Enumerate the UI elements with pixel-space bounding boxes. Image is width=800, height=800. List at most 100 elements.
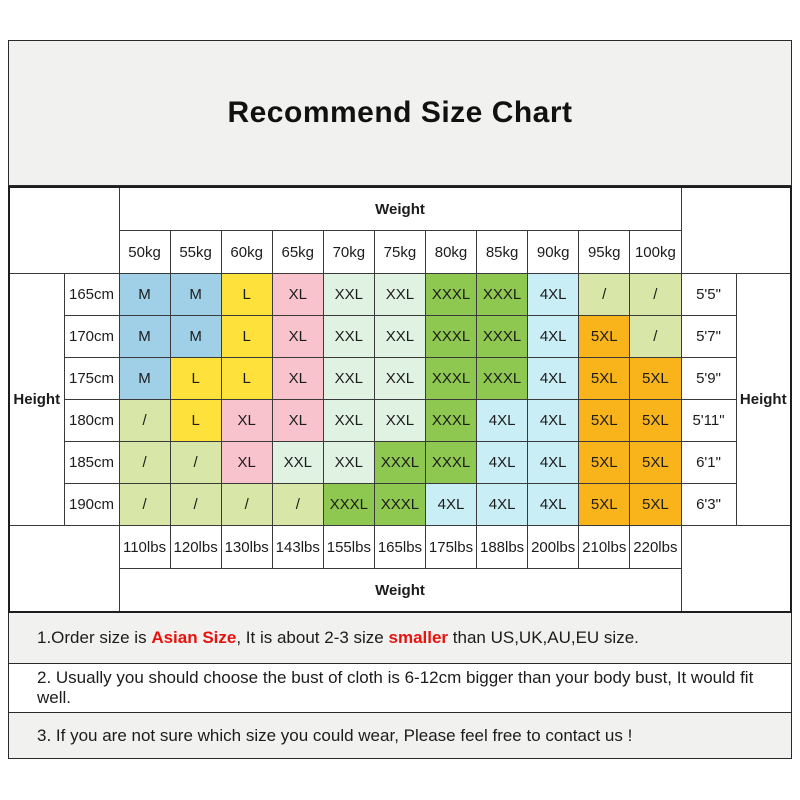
size-cell: /: [629, 273, 682, 316]
size-cell: XL: [220, 441, 273, 484]
size-cell: 4XL: [527, 357, 580, 400]
kg-header-cell: 95kg: [578, 230, 631, 274]
lbs-header-cell: 188lbs: [476, 525, 529, 569]
kg-header-cell: 100kg: [629, 230, 682, 274]
corner-top-left: [8, 186, 120, 274]
size-cell: 5XL: [578, 399, 631, 442]
note-plain-text: 2. Usually you should choose the bust of…: [37, 668, 754, 707]
size-cell: 5XL: [578, 357, 631, 400]
size-cell: 5XL: [578, 315, 631, 358]
note-row: 2. Usually you should choose the bust of…: [9, 664, 791, 713]
size-cell: /: [271, 483, 324, 526]
cm-row-label: 170cm: [63, 315, 120, 358]
size-cell: XXXL: [424, 357, 478, 400]
kg-header-cell: 85kg: [476, 230, 529, 274]
lbs-header-cell: 110lbs: [118, 525, 171, 569]
size-cell: 4XL: [527, 441, 580, 484]
size-cell: 4XL: [527, 273, 580, 316]
corner-bottom-right: [680, 525, 792, 613]
lbs-header-cell: 165lbs: [373, 525, 426, 569]
size-cell: XXXL: [373, 441, 426, 484]
table-row: 185cm / / XL XXL XXL XXXL XXXL 4XL 4XL 5XL 5XL 6'1": [9, 441, 791, 484]
size-cell: L: [220, 357, 273, 400]
table-row: 175cm M L L XL XXL XXL XXXL XXXL 4XL 5XL 5XL 5'9": [9, 357, 791, 400]
table-row: 170cm M M L XL XXL XXL XXXL XXXL 4XL 5XL/5'7": [9, 315, 791, 358]
kg-header-cell: 80kg: [424, 230, 478, 274]
size-cell: M: [169, 273, 222, 316]
kg-header-cell: 65kg: [271, 230, 324, 274]
size-cell: XXL: [271, 441, 324, 484]
size-cell: XXL: [322, 273, 375, 316]
height-label-left: Height: [8, 273, 65, 526]
size-cell: XXXL: [424, 399, 478, 442]
size-cell: XL: [271, 315, 324, 358]
imperial-row-label: 5'11": [680, 399, 737, 442]
size-cell: 5XL: [578, 441, 631, 484]
note-text: 3. If you are not sure which size you co…: [37, 726, 632, 746]
note-text: 1.Order size is Asian Size, It is about …: [37, 628, 639, 648]
note-row: 1.Order size is Asian Size, It is about …: [9, 613, 791, 664]
size-cell: L: [169, 357, 222, 400]
size-cell: M: [118, 273, 171, 316]
imperial-row-label: 5'5": [680, 273, 737, 316]
size-cell: XXL: [373, 315, 426, 358]
size-cell: 5XL: [629, 483, 682, 526]
size-cell: XXXL: [476, 357, 529, 400]
cm-row-label: 175cm: [63, 357, 120, 400]
size-cell: XL: [271, 399, 324, 442]
weight-header-bottom: Weight: [118, 568, 682, 613]
note-row: 3. If you are not sure which size you co…: [9, 713, 791, 758]
corner-bottom-left: [8, 525, 120, 613]
lbs-header-cell: 155lbs: [322, 525, 375, 569]
kg-header-cell: 75kg: [373, 230, 426, 274]
size-cell: 5XL: [578, 483, 631, 526]
size-cell: 4XL: [476, 399, 529, 442]
cm-row-label: 180cm: [63, 399, 120, 442]
kg-header-cell: 70kg: [322, 230, 375, 274]
table-row: 180cm / L XL XL XXL XXL XXXL 4XL 4XL 5XL 5XL 5'11": [9, 399, 791, 442]
note-plain-text: 1.Order size is: [37, 628, 152, 647]
table-row: 190cm / / / / XXXL XXXL 4XL 4XL 4XL 5XL 5XL 6'3": [9, 483, 791, 526]
imperial-row-label: 6'3": [680, 483, 737, 526]
lbs-header-cell: 175lbs: [424, 525, 478, 569]
notes-section: 1.Order size is Asian Size, It is about …: [8, 613, 792, 759]
kg-header-cell: 50kg: [118, 230, 171, 274]
size-cell: 5XL: [629, 441, 682, 484]
note-plain-text: , It is about 2-3 size: [236, 628, 389, 647]
size-cell: XXXL: [476, 273, 529, 316]
size-cell: XXL: [322, 399, 375, 442]
note-plain-text: than US,UK,AU,EU size.: [448, 628, 639, 647]
size-cell: XL: [220, 399, 273, 442]
table-row: Height 165cm M M L XL XXL XXL XXXL XXXL 4XL //5'5" H…: [8, 273, 792, 526]
size-cell: XXXL: [322, 483, 375, 526]
size-cell: XXXL: [424, 441, 478, 484]
size-cell: XXXL: [424, 273, 478, 316]
size-cell: XXXL: [373, 483, 426, 526]
size-cell: XXL: [373, 357, 426, 400]
note-plain-text: 3. If you are not sure which size you co…: [37, 725, 633, 745]
size-cell: /: [169, 441, 222, 484]
size-cell: M: [118, 357, 171, 400]
size-cell: /: [118, 399, 171, 442]
size-cell: 5XL: [629, 357, 682, 400]
size-cell: XXXL: [476, 315, 529, 358]
kg-header-cell: 90kg: [527, 230, 580, 274]
title-box: Recommend Size Chart: [8, 40, 792, 186]
size-cell: XXL: [373, 273, 426, 316]
size-cell: XXL: [322, 357, 375, 400]
imperial-row-label: 5'7": [680, 315, 737, 358]
size-chart-table: Weight 50kg 55kg 60kg 65kg 70kg 75kg 80kg 85kg 90…: [8, 186, 792, 613]
kg-header-cell: 60kg: [220, 230, 273, 274]
size-cell: L: [220, 315, 273, 358]
corner-top-right: [680, 186, 792, 274]
size-cell: 4XL: [527, 315, 580, 358]
lbs-header-cell: 130lbs: [220, 525, 273, 569]
size-cell: XL: [271, 273, 324, 316]
size-cell: 4XL: [424, 483, 478, 526]
height-label-right: Height: [735, 273, 792, 526]
size-cell: 4XL: [476, 483, 529, 526]
cm-row-label: 185cm: [63, 441, 120, 484]
size-cell: XL: [271, 357, 324, 400]
size-cell: /: [118, 441, 171, 484]
